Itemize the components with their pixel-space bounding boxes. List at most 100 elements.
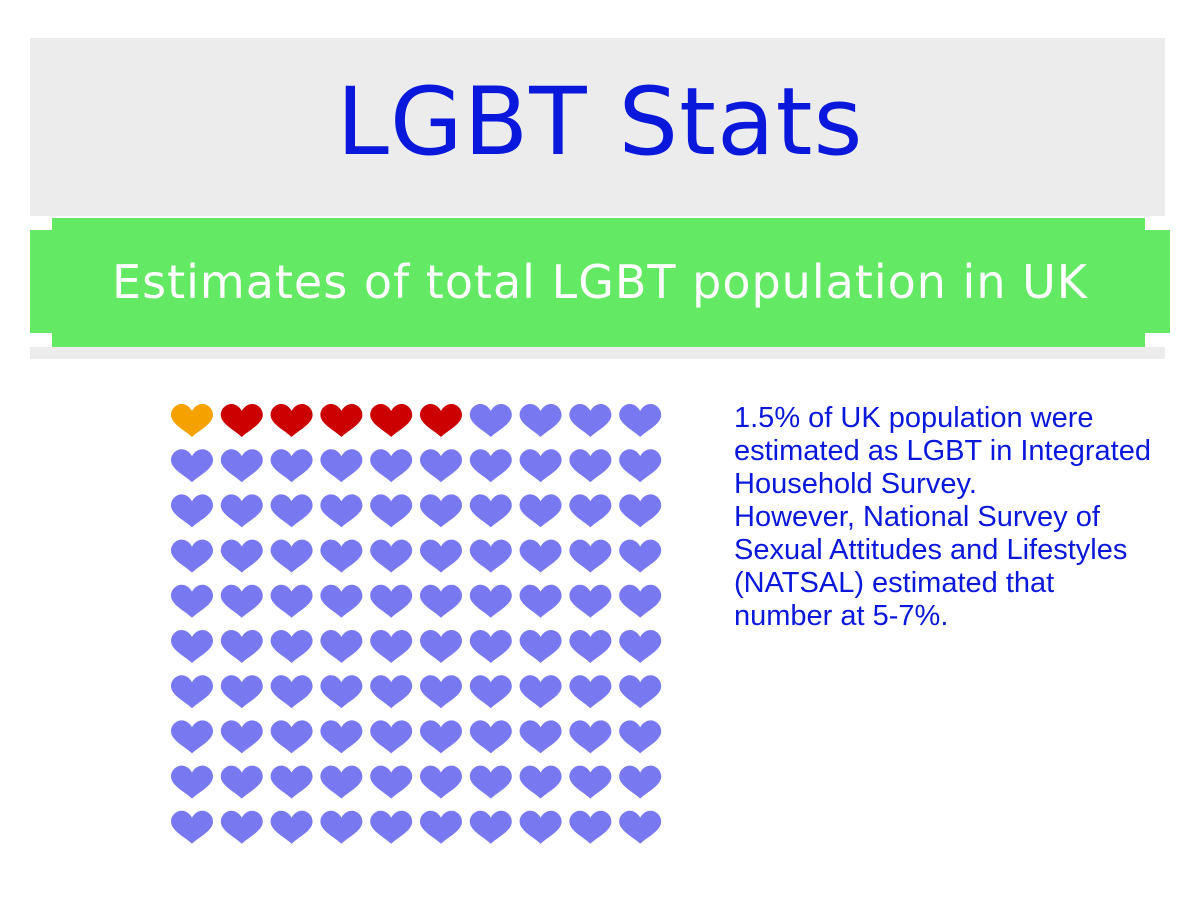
heart-icon bbox=[320, 584, 363, 618]
heart-icon bbox=[370, 720, 413, 754]
heart-icon bbox=[569, 630, 612, 663]
heart-icon bbox=[519, 720, 562, 754]
heart-icon bbox=[171, 675, 213, 709]
heart-icon bbox=[420, 494, 462, 528]
heart-icon bbox=[619, 765, 662, 799]
heart-icon bbox=[270, 720, 313, 754]
heart-icon bbox=[320, 675, 363, 709]
heart-icon bbox=[370, 494, 413, 528]
heart-icon bbox=[519, 449, 562, 483]
heart-icon bbox=[619, 494, 662, 528]
heart-icon bbox=[420, 630, 462, 663]
heart-waffle-chart bbox=[171, 404, 662, 844]
heart-icon bbox=[619, 720, 662, 754]
grey-strip bbox=[30, 347, 1165, 359]
heart-icon bbox=[619, 675, 662, 709]
heart-icon bbox=[519, 539, 562, 573]
heart-icon bbox=[519, 810, 562, 844]
heart-icon bbox=[469, 810, 512, 844]
heart-icon bbox=[420, 810, 462, 844]
heart-icon bbox=[171, 404, 213, 437]
heart-icon bbox=[469, 630, 512, 663]
heart-icon bbox=[619, 404, 662, 437]
subtitle-ribbon-text: Estimates of total LGBT population in UK bbox=[112, 255, 1088, 309]
heart-icon bbox=[171, 720, 213, 754]
heart-icon bbox=[420, 539, 462, 573]
heart-icon bbox=[569, 810, 612, 844]
heart-icon bbox=[569, 494, 612, 528]
heart-icon bbox=[569, 584, 612, 618]
heart-icon bbox=[569, 765, 612, 799]
page-title: LGBT Stats bbox=[336, 68, 864, 177]
info-paragraph-natsal: However, National Survey of Sexual Attit… bbox=[734, 501, 1128, 632]
heart-icon bbox=[519, 675, 562, 709]
heart-icon bbox=[171, 494, 213, 528]
heart-icon bbox=[519, 630, 562, 663]
heart-icon bbox=[519, 494, 562, 528]
heart-icon bbox=[469, 765, 512, 799]
heart-icon bbox=[220, 449, 263, 483]
heart-icon bbox=[320, 720, 363, 754]
heart-icon bbox=[270, 539, 313, 573]
heart-icon bbox=[370, 539, 413, 573]
heart-icon bbox=[519, 765, 562, 799]
heart-icon bbox=[370, 810, 413, 844]
heart-icon bbox=[469, 539, 512, 573]
heart-icon bbox=[469, 675, 512, 709]
heart-icon bbox=[619, 630, 662, 663]
heart-icon bbox=[270, 630, 313, 663]
heart-icon bbox=[569, 675, 612, 709]
heart-icon bbox=[619, 449, 662, 483]
heart-icon bbox=[270, 404, 313, 437]
heart-icon bbox=[220, 584, 263, 618]
heart-icon bbox=[320, 494, 363, 528]
heart-icon bbox=[370, 630, 413, 663]
heart-icon bbox=[370, 675, 413, 709]
heart-icon bbox=[220, 539, 263, 573]
heart-icon bbox=[569, 404, 612, 437]
heart-icon bbox=[171, 765, 213, 799]
heart-icon bbox=[270, 494, 313, 528]
ribbon-inner bbox=[52, 218, 1145, 347]
info-text-block: 1.5% of UK population were estimated as … bbox=[734, 402, 1154, 633]
heart-icon bbox=[320, 765, 363, 799]
heart-icon bbox=[320, 404, 363, 437]
heart-icon bbox=[469, 584, 512, 618]
heart-icon bbox=[569, 539, 612, 573]
heart-icon bbox=[569, 449, 612, 483]
heart-icon bbox=[171, 810, 213, 844]
heart-icon bbox=[220, 765, 263, 799]
info-paragraph-ihs: 1.5% of UK population were estimated as … bbox=[734, 402, 1151, 500]
heart-icon bbox=[270, 449, 313, 483]
heart-icon bbox=[420, 765, 462, 799]
heart-icon bbox=[270, 675, 313, 709]
heart-icon bbox=[370, 765, 413, 799]
heart-icon bbox=[220, 630, 263, 663]
heart-icon bbox=[619, 810, 662, 844]
heart-icon bbox=[420, 584, 462, 618]
heart-icon bbox=[519, 584, 562, 618]
heart-icon bbox=[270, 810, 313, 844]
heart-icon bbox=[370, 584, 413, 618]
heart-icon bbox=[171, 630, 213, 663]
heart-icon bbox=[220, 675, 263, 709]
heart-icon bbox=[420, 720, 462, 754]
heart-icon bbox=[320, 539, 363, 573]
heart-icon bbox=[519, 404, 562, 437]
heart-icon bbox=[469, 449, 512, 483]
heart-icon bbox=[320, 810, 363, 844]
heart-icon bbox=[220, 494, 263, 528]
heart-icon bbox=[420, 675, 462, 709]
title-band bbox=[30, 38, 1165, 216]
heart-icon bbox=[320, 630, 363, 663]
heart-icon bbox=[220, 404, 263, 437]
heart-icon bbox=[171, 584, 213, 618]
heart-icon bbox=[569, 720, 612, 754]
heart-icon bbox=[619, 539, 662, 573]
heart-icon bbox=[420, 404, 462, 437]
heart-icon bbox=[270, 584, 313, 618]
heart-icon bbox=[469, 720, 512, 754]
heart-icon bbox=[220, 810, 263, 844]
heart-icon bbox=[270, 765, 313, 799]
heart-icon bbox=[320, 449, 363, 483]
